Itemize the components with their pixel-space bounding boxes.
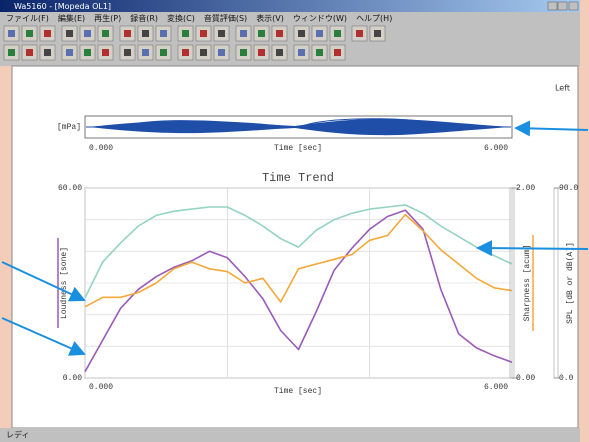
annotation-arrow: [1, 317, 86, 356]
toolbar-icon: [66, 30, 73, 37]
annotation-arrow: [514, 120, 589, 137]
y-axis-title: Loudness [sone]: [57, 238, 69, 328]
close-button[interactable]: [568, 1, 579, 11]
y3-axis: [553, 187, 559, 379]
menu-item[interactable]: 再生(P): [94, 13, 121, 23]
toolbar-icon: [44, 49, 51, 56]
toolbar-icon: [200, 30, 207, 37]
x-tick-label: 0.000: [89, 383, 113, 392]
toolbar-icon: [26, 49, 33, 56]
toolbar-icon: [102, 49, 109, 56]
waveform: [88, 118, 510, 136]
menu-item[interactable]: 録音(R): [130, 13, 158, 23]
annotation-arrow: [476, 240, 589, 257]
menu-item[interactable]: 変換(C): [167, 13, 195, 23]
series-line: [84, 204, 513, 299]
toolbar-icon: [102, 30, 109, 37]
y3-tick-label: 0.0: [559, 374, 574, 383]
menu-item[interactable]: ヘルプ(H): [356, 14, 392, 23]
toolbar: [3, 25, 386, 61]
x-tick-label: 6.000: [484, 383, 508, 392]
toolbar-icon: [8, 49, 15, 56]
y3-axis-title: SPL [dB or dB(A)]: [566, 242, 575, 324]
toolbar-icon: [200, 49, 207, 56]
series-line: [84, 213, 513, 308]
toolbar-icon: [182, 30, 189, 37]
menu-bar: ファイル(F) 編集(E) 再生(P) 録音(R) 変換(C) 音質評価(S) 表示(V) ウ…: [6, 13, 392, 23]
window-buttons[interactable]: [547, 1, 579, 11]
waveform-x-tick-label: 0.000: [89, 144, 113, 153]
y2-tick-label: 0.00: [516, 374, 535, 383]
toolbar-icon: [218, 30, 225, 37]
y-axis-label: Loudness [sone]: [60, 247, 69, 319]
waveform-x-label: Time [sec]: [274, 144, 322, 153]
menu-item[interactable]: ウィンドウ(W): [293, 14, 347, 23]
toolbar-icon: [124, 49, 131, 56]
y2-axis-label: Sharpness [acum]: [523, 245, 532, 322]
toolbar-icon: [240, 49, 247, 56]
toolbar-icon: [334, 49, 341, 56]
toolbar-icon: [8, 30, 15, 37]
toolbar-icon: [374, 30, 381, 37]
status-text: レディ: [6, 430, 29, 440]
waveform-x-tick-label: 6.000: [484, 144, 508, 153]
y3-tick-label: 90.0: [559, 184, 578, 193]
channel-label: Left: [555, 84, 570, 93]
window-title: Wa5160 - [Mopeda OL1]: [14, 2, 111, 11]
series-line: [84, 209, 513, 373]
toolbar-icon: [276, 30, 283, 37]
toolbar-icon: [316, 30, 323, 37]
toolbar-icon: [334, 30, 341, 37]
toolbar-icon: [142, 30, 149, 37]
toolbar-icon: [124, 30, 131, 37]
toolbar-icon: [240, 30, 247, 37]
y2-tick-label: 2.00: [516, 184, 535, 193]
toolbar-icon: [218, 49, 225, 56]
toolbar-icon: [316, 49, 323, 56]
toolbar-icon: [182, 49, 189, 56]
y2-axis: [509, 187, 515, 379]
y2-axis-title: Sharpness [acum]: [523, 235, 534, 331]
toolbar-icon: [142, 49, 149, 56]
toolbar-icon: [44, 30, 51, 37]
toolbar-icon: [84, 30, 91, 37]
toolbar-icon: [258, 49, 265, 56]
minimize-button[interactable]: [547, 1, 558, 11]
title-bar: [0, 0, 580, 12]
toolbar-icon: [276, 49, 283, 56]
toolbar-icon: [160, 30, 167, 37]
menu-item[interactable]: ファイル(F): [6, 14, 49, 23]
status-bar: [0, 428, 580, 442]
waveform-y-label: [mPa]: [57, 123, 81, 132]
toolbar-icon: [356, 30, 363, 37]
toolbar-icon: [160, 49, 167, 56]
menu-item[interactable]: 音質評価(S): [204, 13, 247, 23]
menu-item[interactable]: 編集(E): [58, 13, 85, 23]
toolbar-icon: [258, 30, 265, 37]
menu-item[interactable]: 表示(V): [256, 13, 284, 23]
x-axis-label: Time [sec]: [274, 387, 322, 396]
chart-title: Time Trend: [262, 171, 334, 185]
toolbar-icon: [26, 30, 33, 37]
toolbar-icon: [298, 49, 305, 56]
y-tick-label: 60.00: [58, 184, 82, 193]
annotation-arrow: [1, 261, 86, 302]
toolbar-icon: [84, 49, 91, 56]
toolbar-icon: [298, 30, 305, 37]
y-tick-label: 0.00: [63, 374, 82, 383]
waveform-x-axis: 0.000 6.000: [89, 144, 508, 153]
toolbar-icon: [66, 49, 73, 56]
maximize-button[interactable]: [557, 1, 568, 11]
chart: 0.000 6.000 0.00 60.00 0.00 2.00 0.0 90.0: [58, 184, 578, 392]
y3-axis-label: SPL [dB or dB(A)]: [566, 242, 575, 324]
